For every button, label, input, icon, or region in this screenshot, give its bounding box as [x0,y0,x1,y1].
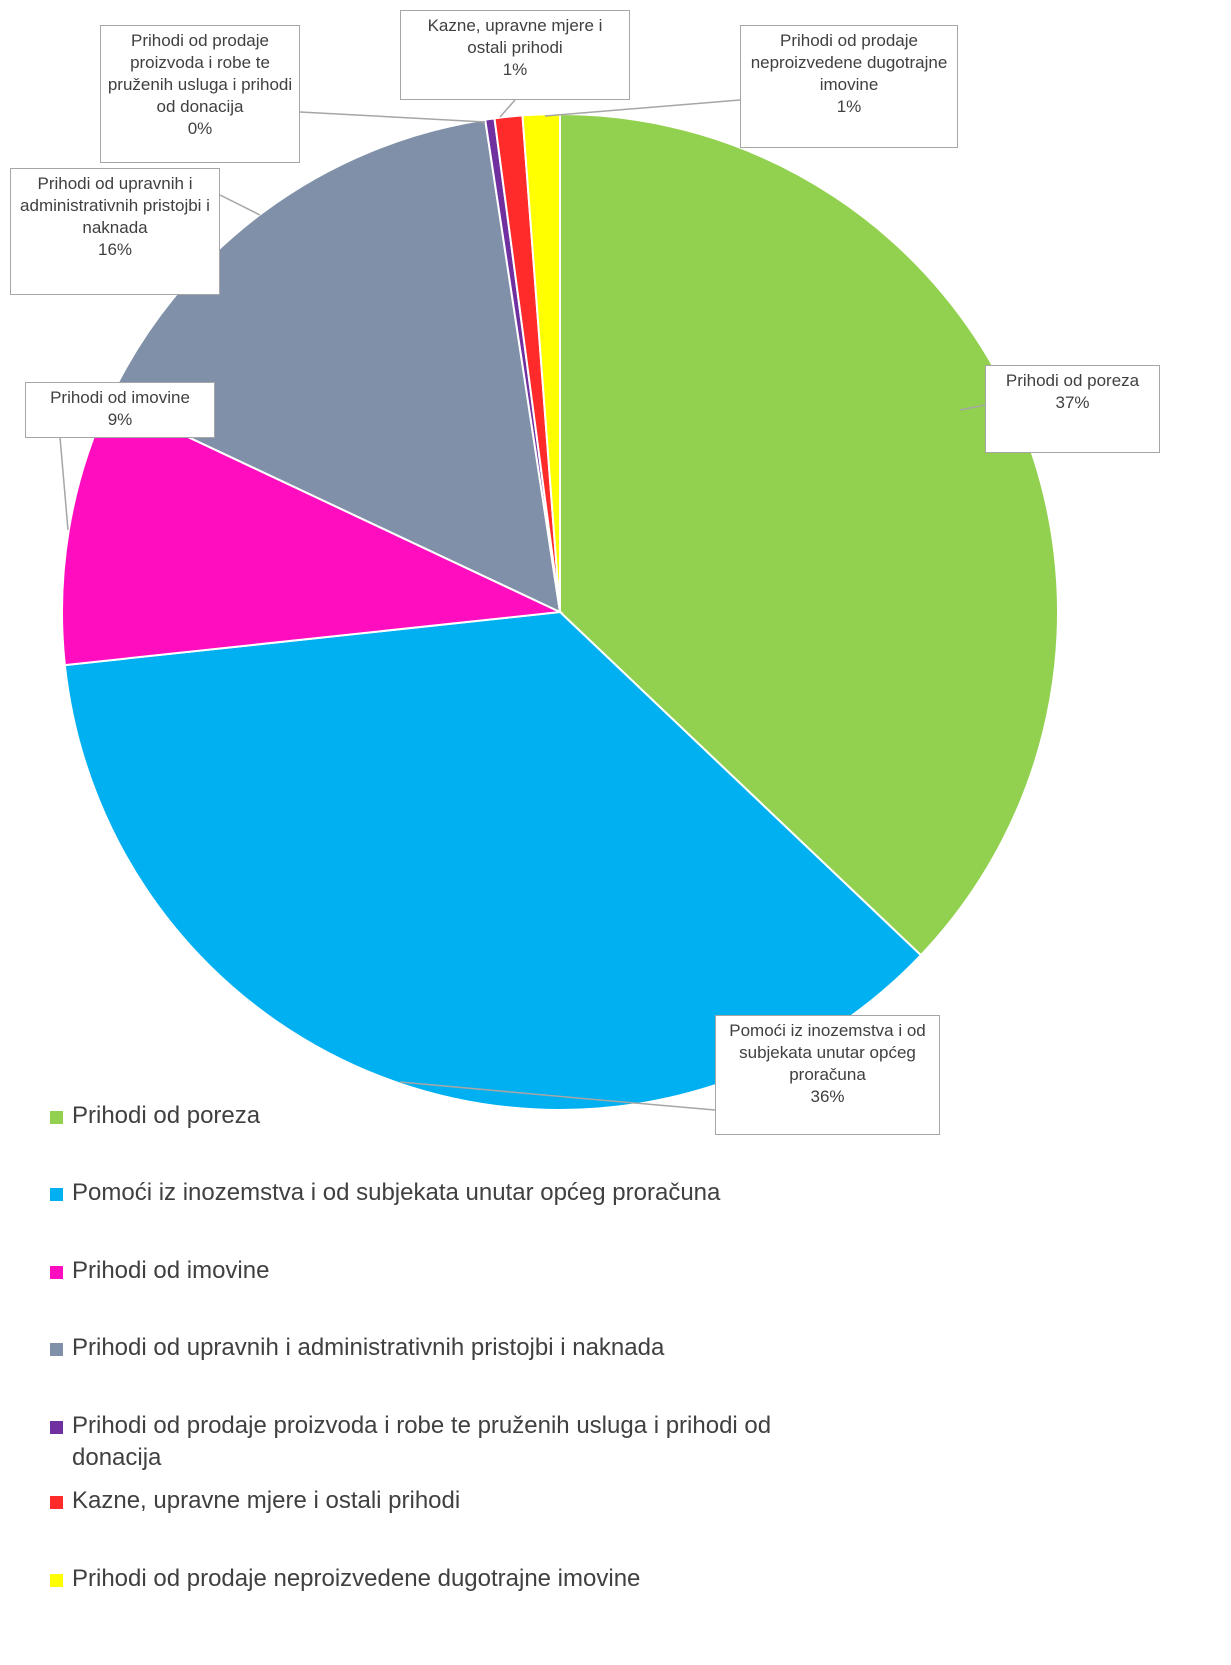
leader-line [299,111,486,123]
data-label-name: Prihodi od poreza [1005,371,1140,390]
data-label: Pomoći iz inozemstva i od subjekata unut… [715,1015,940,1135]
leader-lines [59,99,986,1111]
pie-slice [108,118,562,614]
legend-label: Prihodi od prodaje neproizvedene dugotra… [72,1565,641,1592]
legend-swatch [50,1496,63,1509]
legend-item: Prihodi od poreza [50,1100,850,1132]
pie-slice [521,112,561,613]
data-label-value: 1% [502,60,528,79]
legend-item: Prihodi od prodaje proizvoda i robe te p… [50,1410,850,1474]
data-label: Prihodi od prodaje proizvoda i robe te p… [100,25,300,163]
legend-swatch [50,1421,63,1434]
legend-swatch [50,1188,63,1201]
leader-line [544,99,741,117]
legend-label: Prihodi od prodaje proizvoda i robe te p… [72,1412,772,1471]
legend-label: Kazne, upravne mjere i ostali prihodi [72,1487,461,1514]
legend-item: Prihodi od upravnih i administrativnih p… [50,1332,850,1364]
legend-item: Kazne, upravne mjere i ostali prihodi [50,1485,850,1517]
data-label-name: Prihodi od upravnih i administrativnih p… [20,174,210,237]
data-label: Prihodi od upravnih i administrativnih p… [10,168,220,295]
legend-swatch [50,1266,63,1279]
legend-label: Pomoći iz inozemstva i od subjekata unut… [72,1179,721,1206]
pie [61,112,1059,1111]
data-label-value: 1% [836,97,862,116]
data-label: Kazne, upravne mjere i ostali prihodi 1% [400,10,630,100]
legend-item: Pomoći iz inozemstva i od subjekata unut… [50,1177,850,1209]
data-label-value: 0% [187,119,213,138]
leader-line [959,404,986,411]
legend-label: Prihodi od imovine [72,1257,270,1284]
leader-line [499,99,516,118]
leader-line [399,1081,716,1111]
data-label: Prihodi od imovine 9% [25,382,215,438]
data-label-value: 37% [1055,393,1090,412]
legend-swatch [50,1343,63,1356]
data-label-name: Prihodi od imovine [50,388,190,407]
data-label-value: 16% [97,240,133,259]
legend-item: Prihodi od prodaje neproizvedene dugotra… [50,1563,850,1595]
leader-line [59,436,69,531]
data-label-name: Pomoći iz inozemstva i od subjekata unut… [729,1021,926,1084]
legend-label: Prihodi od poreza [72,1102,261,1129]
legend-label: Prihodi od upravnih i administrativnih p… [72,1334,665,1361]
data-label-value: 9% [107,410,133,429]
legend-item: Prihodi od imovine [50,1255,850,1287]
data-label: Prihodi od poreza 37% [985,365,1160,453]
legend-swatch [50,1111,63,1124]
legend-swatch [50,1574,63,1587]
data-label-name: Prihodi od prodaje neproizvedene dugotra… [750,31,948,94]
data-label-name: Prihodi od prodaje proizvoda i robe te p… [107,31,293,116]
leader-line [219,194,261,216]
data-label: Prihodi od prodaje neproizvedene dugotra… [740,25,958,148]
data-label-name: Kazne, upravne mjere i ostali prihodi [427,16,603,57]
data-label-value: 36% [810,1087,845,1106]
